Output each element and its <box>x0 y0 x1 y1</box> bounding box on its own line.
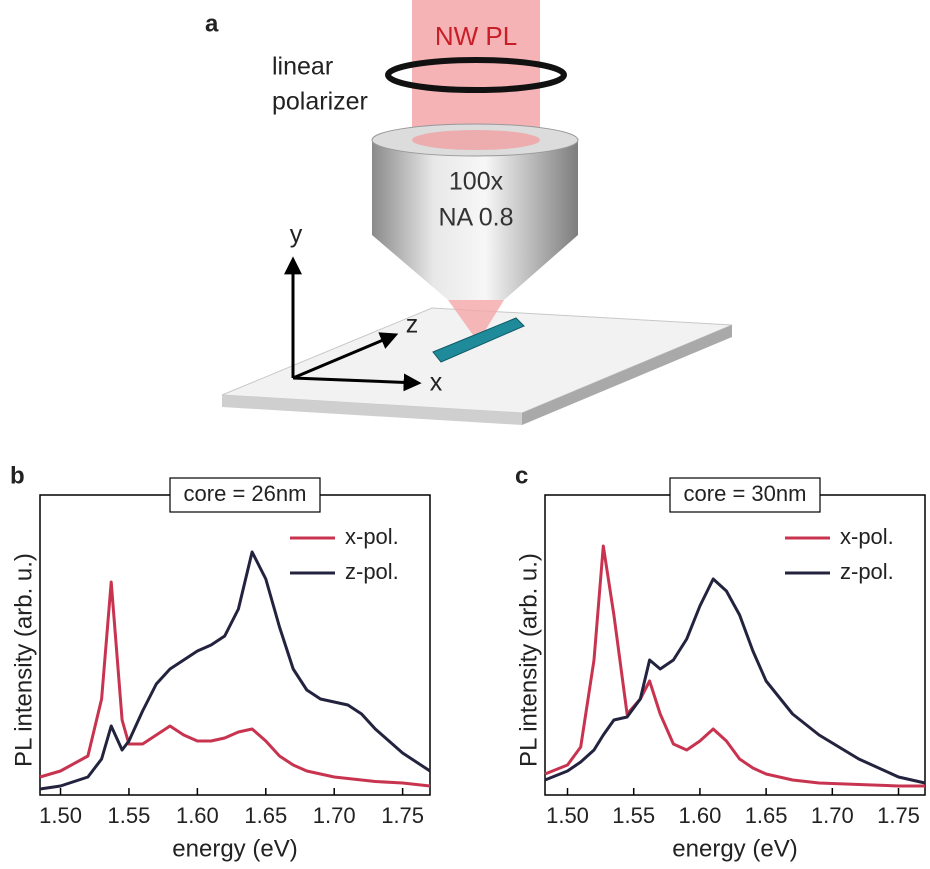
chart-title: core = 30nm <box>684 481 807 506</box>
series-line <box>39 550 431 791</box>
series-line <box>544 577 926 785</box>
x-tick-label: 1.75 <box>877 803 920 828</box>
polarizer-label: linear <box>272 53 333 81</box>
x-tick-label: 1.70 <box>313 803 356 828</box>
beam-cone <box>448 300 504 342</box>
beam <box>412 0 540 140</box>
panel-label: a <box>205 10 219 37</box>
legend-label: z-pol. <box>840 559 894 584</box>
x-tick-label: 1.65 <box>244 803 287 828</box>
chart-title: core = 26nm <box>184 481 307 506</box>
x-tick-label: 1.60 <box>678 803 721 828</box>
series-line <box>39 580 431 788</box>
title-box <box>669 477 821 513</box>
legend-label: x-pol. <box>345 524 399 549</box>
x-tick-label: 1.50 <box>39 803 82 828</box>
x-tick-label: 1.65 <box>745 803 788 828</box>
x-tick-label: 1.60 <box>176 803 219 828</box>
x-axis-label: energy (eV) <box>672 835 797 862</box>
substrate-edge <box>222 395 522 425</box>
y-axis-label: PL intensity (arb. u.) <box>515 553 542 767</box>
objective-label: NA 0.8 <box>438 204 513 232</box>
x-arrow <box>292 373 422 392</box>
axis-label: x <box>430 369 443 397</box>
chart: 1.50 1.55 1.60 1.65 1.70 1.75 x-pol. z-pol. core… <box>515 462 926 862</box>
beam-label: NW PL <box>435 21 517 51</box>
x-tick-label: 1.55 <box>108 803 151 828</box>
chart: 1.50 1.55 1.60 1.65 1.70 1.75 x-pol. z-pol. core… <box>10 462 431 862</box>
x-tick-label: 1.75 <box>381 803 424 828</box>
panel-a-diagram: a NW PL linear polarizer 100x NA 0.8 y z… <box>205 0 733 425</box>
panel-label: b <box>10 462 25 489</box>
nanowire <box>432 317 525 363</box>
objective <box>372 140 578 300</box>
x-tick-label: 1.55 <box>612 803 655 828</box>
substrate-side <box>522 325 732 425</box>
x-axis-label: energy (eV) <box>172 835 297 862</box>
legend-label: x-pol. <box>840 524 894 549</box>
objective-label: 100x <box>449 168 504 196</box>
panel-label: c <box>515 462 528 489</box>
polarizer <box>385 57 567 93</box>
legend-label: z-pol. <box>345 559 399 584</box>
z-arrow <box>292 332 399 380</box>
x-tick-label: 1.70 <box>811 803 854 828</box>
beam-in-objective <box>412 130 540 150</box>
series-line <box>544 544 925 788</box>
y-axis-label: PL intensity (arb. u.) <box>10 553 37 767</box>
axis-label: y <box>290 221 303 249</box>
polarizer-label: polarizer <box>272 88 368 116</box>
x-tick-label: 1.50 <box>546 803 589 828</box>
title-box <box>169 477 321 513</box>
axis-label: z <box>406 311 419 339</box>
